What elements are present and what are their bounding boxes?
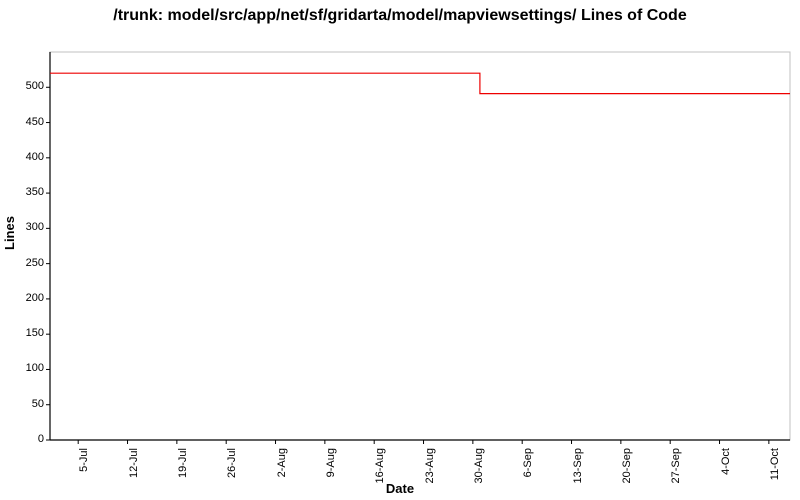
- xtick-label: 9-Aug: [325, 448, 337, 498]
- ytick-label: 350: [10, 186, 44, 198]
- xtick-label: 6-Sep: [522, 448, 534, 498]
- xtick-label: 12-Jul: [128, 448, 140, 498]
- ytick-label: 300: [10, 221, 44, 233]
- loc-chart: /trunk: model/src/app/net/sf/gridarta/mo…: [0, 0, 800, 500]
- xtick-label: 27-Sep: [670, 448, 682, 498]
- series-group: [50, 73, 790, 93]
- ytick-label: 400: [10, 151, 44, 163]
- ytick-label: 250: [10, 257, 44, 269]
- xtick-label: 30-Aug: [473, 448, 485, 498]
- xtick-label: 19-Jul: [177, 448, 189, 498]
- xtick-label: 26-Jul: [226, 448, 238, 498]
- xtick-label: 5-Jul: [78, 448, 90, 498]
- plot-svg: [0, 0, 800, 500]
- xtick-label: 4-Oct: [720, 448, 732, 498]
- xtick-label: 20-Sep: [621, 448, 633, 498]
- ytick-label: 0: [10, 433, 44, 445]
- xtick-label: 23-Aug: [424, 448, 436, 498]
- axis-group: [46, 52, 790, 444]
- ytick-label: 450: [10, 116, 44, 128]
- ytick-label: 100: [10, 362, 44, 374]
- xtick-label: 16-Aug: [374, 448, 386, 498]
- xtick-label: 13-Sep: [572, 448, 584, 498]
- data-line: [50, 73, 790, 93]
- xtick-label: 2-Aug: [276, 448, 288, 498]
- ytick-label: 50: [10, 398, 44, 410]
- ytick-label: 150: [10, 327, 44, 339]
- ytick-label: 500: [10, 80, 44, 92]
- ytick-label: 200: [10, 292, 44, 304]
- xtick-label: 11-Oct: [769, 448, 781, 498]
